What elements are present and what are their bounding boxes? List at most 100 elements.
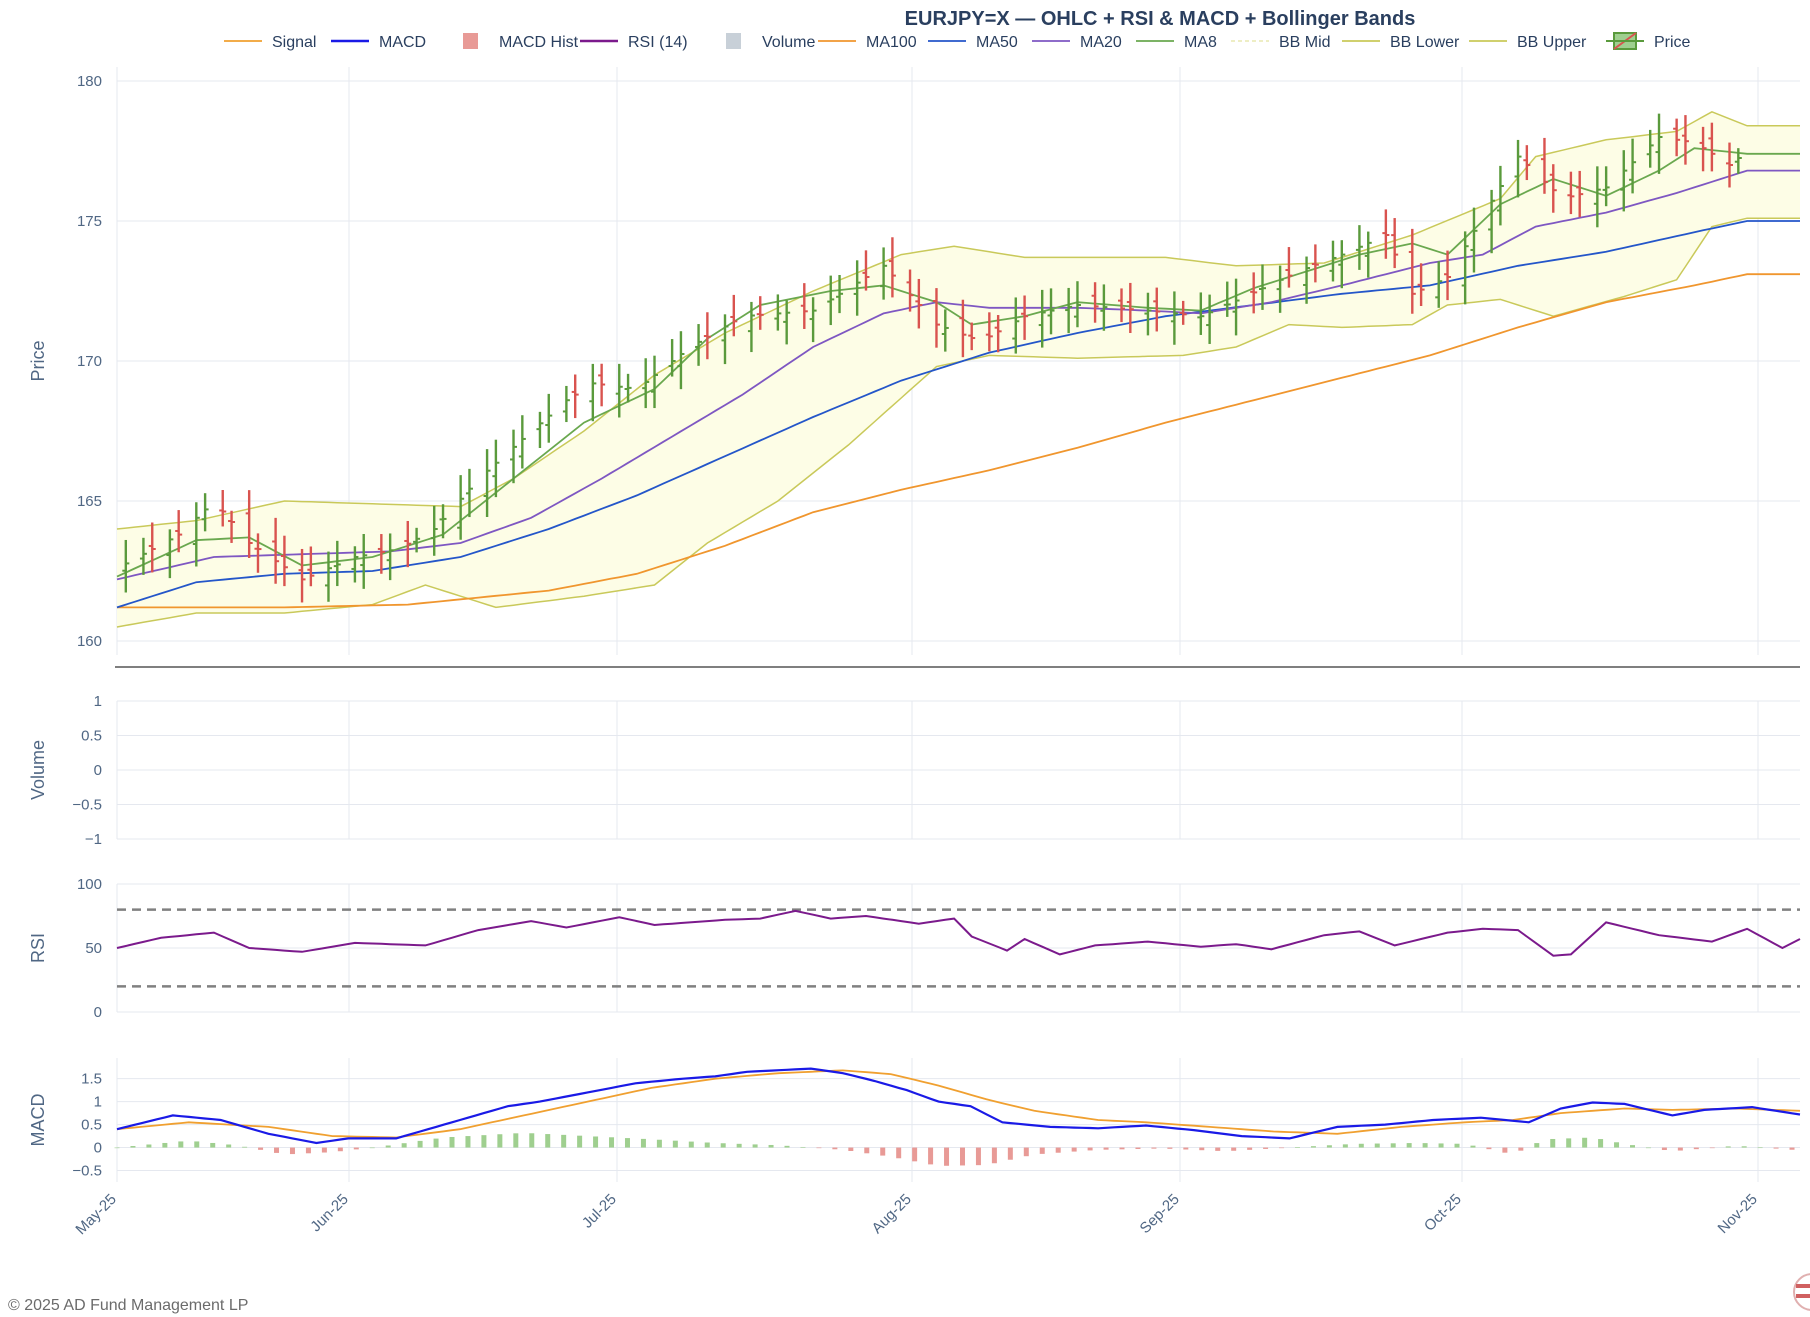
xtick-label: Sep-25	[1137, 1191, 1183, 1237]
rsi-line	[116, 909, 1801, 957]
axis-title-volume: Volume	[28, 740, 48, 800]
macd-hist-bar	[497, 1134, 503, 1148]
macd-hist-bar	[688, 1141, 694, 1148]
macd-hist-bar	[1247, 1147, 1253, 1150]
macd-hist-bar	[210, 1142, 216, 1148]
macd-hist-bar	[1406, 1143, 1412, 1148]
macd-hist-bar	[1310, 1146, 1316, 1148]
macd-hist-bar	[672, 1140, 678, 1148]
axis-title-macd: MACD	[28, 1094, 48, 1147]
macd-hist-bar	[896, 1147, 902, 1159]
ytick-volume: 0	[94, 762, 102, 779]
xtick-label: Jun-25	[307, 1191, 351, 1235]
macd-hist-bar	[1215, 1147, 1221, 1151]
macd-hist-bar	[353, 1147, 359, 1150]
corner-logo-fragment	[1793, 1273, 1810, 1311]
macd-hist-bar	[593, 1136, 599, 1148]
rsi-panel-marks	[116, 908, 1801, 988]
bb-upper-line	[116, 110, 1800, 530]
legend-label: MACD Hist	[499, 34, 579, 51]
macd-hist-bar	[162, 1142, 168, 1148]
macd-hist-bar	[369, 1147, 375, 1149]
macd-hist-bar	[1039, 1147, 1045, 1154]
ytick-volume: 0.5	[81, 728, 102, 745]
macd-hist-bar	[1294, 1147, 1300, 1148]
ytick-volume: −1	[85, 831, 102, 848]
ytick-macd: 1.5	[81, 1071, 102, 1088]
macd-hist-bar	[178, 1141, 184, 1148]
macd-hist-bar	[1534, 1143, 1540, 1148]
macd-hist-bar	[1135, 1147, 1141, 1149]
macd-hist-bar	[1789, 1147, 1795, 1150]
macd-hist-bar	[704, 1142, 710, 1148]
macd-hist-bar	[1087, 1147, 1093, 1151]
macd-hist-bar	[1614, 1142, 1620, 1148]
copyright-footer: © 2025 AD Fund Management LP	[8, 1297, 248, 1314]
macd-hist-bar	[609, 1137, 615, 1148]
macd-hist-bar	[130, 1146, 136, 1148]
ytick-price: 180	[77, 73, 102, 90]
macd-hist-bar	[912, 1147, 918, 1162]
ytick-macd: 0.5	[81, 1117, 102, 1134]
xtick-label: Aug-25	[869, 1191, 915, 1237]
macd-hist-bar	[449, 1136, 455, 1148]
legend-label: Signal	[272, 34, 316, 51]
axis-title-price: Price	[28, 340, 48, 381]
macd-hist-bar	[1518, 1147, 1524, 1151]
bb-band-area	[117, 111, 1800, 628]
macd-hist-bar	[1502, 1147, 1508, 1153]
legend-label: MA50	[976, 34, 1018, 51]
macd-hist-bar	[1486, 1147, 1492, 1150]
ma20-line	[116, 169, 1800, 581]
macd-hist-bar	[832, 1147, 838, 1150]
macd-hist-bar	[656, 1139, 662, 1148]
macd-hist-bar	[1119, 1147, 1125, 1150]
macd-hist-bar	[1566, 1138, 1572, 1148]
macd-hist-bar	[417, 1140, 423, 1148]
macd-hist-bar	[1725, 1146, 1731, 1148]
ytick-price: 165	[77, 493, 102, 510]
macd-hist-bar	[1374, 1143, 1380, 1148]
macd-hist-bar	[800, 1146, 806, 1148]
macd-hist-bar	[561, 1134, 567, 1148]
macd-hist-bar	[1645, 1147, 1651, 1149]
ma50-line	[116, 220, 1800, 609]
macd-hist-bar	[385, 1145, 391, 1148]
legend-label: Volume	[762, 34, 815, 51]
macd-hist-bar	[481, 1135, 487, 1148]
ytick-rsi: 50	[85, 940, 102, 957]
macd-hist-bar	[146, 1144, 152, 1148]
macd-hist-bar	[1263, 1147, 1269, 1149]
macd-hist-bar	[864, 1147, 870, 1154]
bb-fill	[117, 111, 1800, 628]
macd-hist-bar	[1167, 1147, 1173, 1149]
macd-hist-bar	[991, 1147, 997, 1164]
macd-hist-bar	[1279, 1147, 1285, 1149]
macd-hist-bar	[752, 1144, 758, 1148]
macd-hist-bar	[1773, 1147, 1779, 1149]
macd-hist-bar	[736, 1143, 742, 1148]
ytick-macd: 1	[94, 1094, 102, 1111]
macd-hist-bar	[401, 1143, 407, 1148]
xtick-label: Jul-25	[579, 1191, 620, 1232]
macd-hist-bar	[465, 1136, 471, 1148]
legend-label: MACD	[379, 34, 426, 51]
macd-hist-bar	[242, 1146, 248, 1148]
legend-swatch	[726, 33, 741, 49]
ytick-macd: −0.5	[72, 1163, 102, 1180]
ma100-line	[117, 273, 1800, 609]
macd-hist-bar	[1582, 1137, 1588, 1148]
macd-hist-bar	[1741, 1146, 1747, 1148]
macd-hist-bar	[194, 1141, 200, 1148]
macd-hist-bar	[1055, 1147, 1061, 1153]
macd-hist-bar	[624, 1138, 630, 1148]
indicator-lines	[116, 110, 1800, 628]
macd-hist-bar	[1422, 1143, 1428, 1148]
macd-hist-bar	[1677, 1147, 1683, 1151]
macd-hist-bar	[1693, 1147, 1699, 1150]
macd-hist-bar	[1231, 1147, 1237, 1151]
macd-hist-bar	[1550, 1138, 1556, 1148]
macd-hist-bar	[1661, 1147, 1667, 1151]
legend-label: Price	[1654, 34, 1691, 51]
